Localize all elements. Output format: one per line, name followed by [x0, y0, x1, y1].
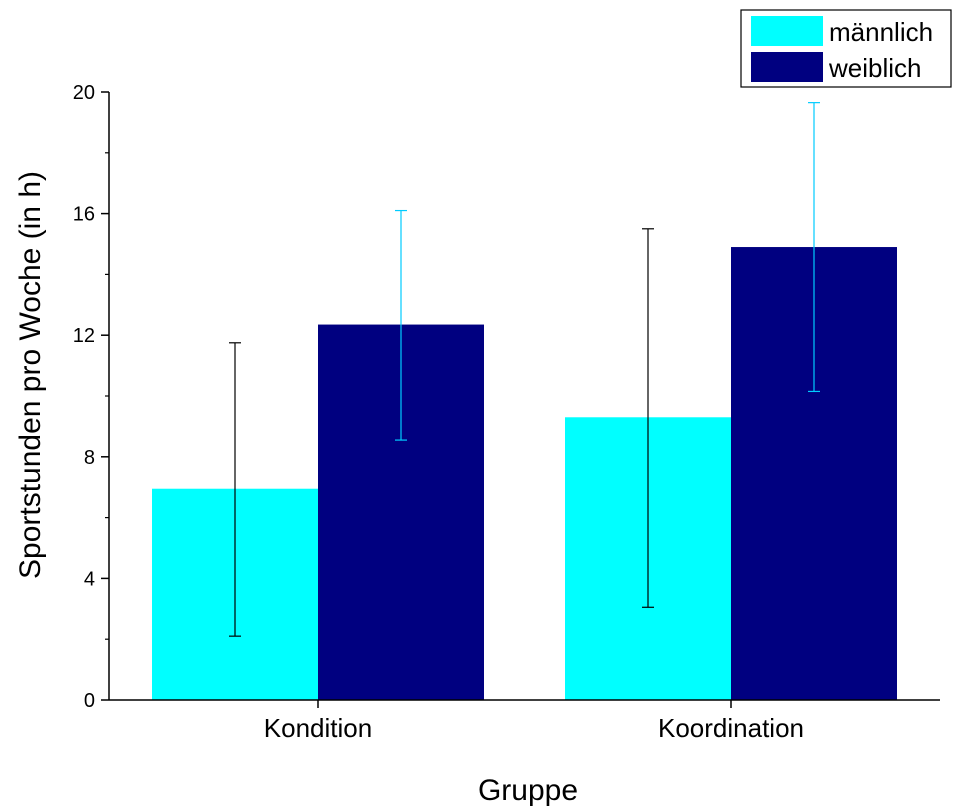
axes-layer	[101, 91, 940, 708]
errorbars-layer	[229, 102, 820, 637]
y-tick-label-2: 8	[84, 447, 95, 469]
y-tick-label-3: 12	[73, 325, 95, 347]
legend-swatch-1	[751, 52, 823, 82]
legend-label-0: männlich	[829, 17, 933, 47]
legend-label-1: weiblich	[828, 53, 922, 83]
y-axis-title: Sportstunden pro Woche (in h)	[14, 171, 47, 579]
x-tick-label-0: Kondition	[264, 713, 372, 743]
y-tick-label-1: 4	[84, 568, 95, 590]
y-tick-label-0: 0	[84, 690, 95, 712]
legend-swatch-0	[751, 16, 823, 46]
x-tick-label-1: Koordination	[658, 713, 804, 743]
x-axis-title: Gruppe	[478, 774, 578, 807]
labels-layer: Gruppe Sportstunden pro Woche (in h) 0 4 8…	[14, 82, 804, 807]
y-tick-label-5: 20	[73, 82, 95, 104]
bars-layer	[152, 247, 897, 701]
legend: männlich weiblich	[740, 9, 952, 88]
y-tick-label-4: 16	[73, 204, 95, 226]
